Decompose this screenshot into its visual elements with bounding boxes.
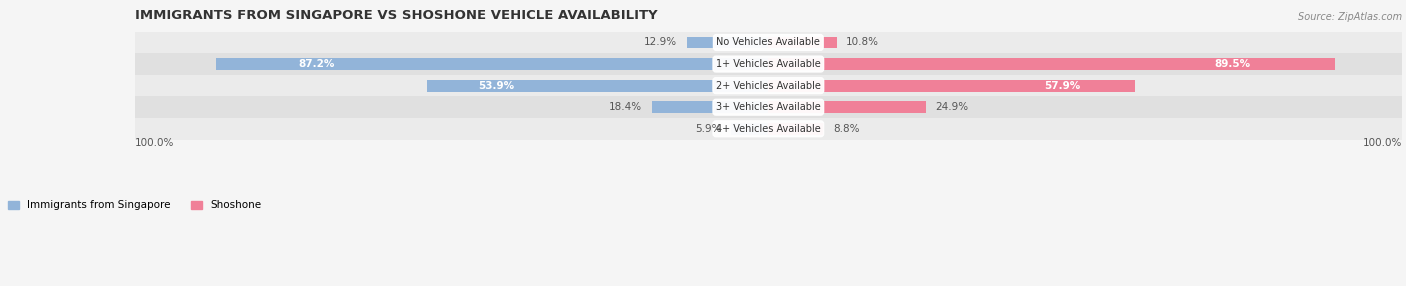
Bar: [217, 58, 768, 70]
Bar: [768, 37, 837, 48]
Text: 10.8%: 10.8%: [846, 37, 879, 47]
Bar: [686, 37, 768, 48]
Bar: [135, 118, 1402, 140]
Bar: [135, 53, 1402, 75]
Legend: Immigrants from Singapore, Shoshone: Immigrants from Singapore, Shoshone: [4, 196, 266, 214]
Bar: [768, 80, 1135, 92]
Text: 1+ Vehicles Available: 1+ Vehicles Available: [716, 59, 821, 69]
Bar: [135, 32, 1402, 53]
Text: 3+ Vehicles Available: 3+ Vehicles Available: [716, 102, 821, 112]
Bar: [731, 123, 768, 135]
Text: 100.0%: 100.0%: [135, 138, 174, 148]
Text: 18.4%: 18.4%: [609, 102, 643, 112]
Bar: [427, 80, 768, 92]
Bar: [768, 101, 927, 113]
Text: 24.9%: 24.9%: [935, 102, 969, 112]
Text: 8.8%: 8.8%: [834, 124, 860, 134]
Text: 89.5%: 89.5%: [1215, 59, 1250, 69]
Text: Source: ZipAtlas.com: Source: ZipAtlas.com: [1298, 12, 1402, 22]
Text: 4+ Vehicles Available: 4+ Vehicles Available: [716, 124, 821, 134]
Text: IMMIGRANTS FROM SINGAPORE VS SHOSHONE VEHICLE AVAILABILITY: IMMIGRANTS FROM SINGAPORE VS SHOSHONE VE…: [135, 9, 658, 22]
Text: No Vehicles Available: No Vehicles Available: [717, 37, 820, 47]
Bar: [135, 96, 1402, 118]
Text: 87.2%: 87.2%: [298, 59, 335, 69]
Text: 2+ Vehicles Available: 2+ Vehicles Available: [716, 81, 821, 91]
Text: 57.9%: 57.9%: [1043, 81, 1080, 91]
Text: 53.9%: 53.9%: [478, 81, 515, 91]
Text: 100.0%: 100.0%: [1362, 138, 1402, 148]
Text: 5.9%: 5.9%: [695, 124, 721, 134]
Bar: [652, 101, 768, 113]
Text: 12.9%: 12.9%: [644, 37, 678, 47]
Bar: [135, 75, 1402, 96]
Bar: [768, 123, 824, 135]
Bar: [768, 58, 1336, 70]
